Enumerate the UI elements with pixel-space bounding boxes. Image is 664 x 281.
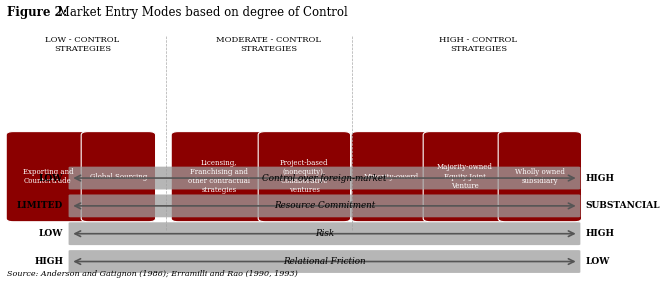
Text: Project-based
(nonequity),
Collaborative
ventures: Project-based (nonequity), Collaborative…: [280, 159, 329, 194]
FancyBboxPatch shape: [258, 132, 351, 222]
Text: HIGH - CONTROL
STRATEGIES: HIGH - CONTROL STRATEGIES: [440, 36, 517, 53]
Text: LOW: LOW: [39, 229, 63, 238]
Text: Market Entry Modes based on degree of Control: Market Entry Modes based on degree of Co…: [54, 6, 347, 19]
Text: Figure 2:: Figure 2:: [7, 6, 68, 19]
FancyBboxPatch shape: [68, 194, 580, 217]
FancyBboxPatch shape: [81, 132, 155, 222]
FancyBboxPatch shape: [6, 132, 90, 222]
FancyBboxPatch shape: [171, 132, 266, 222]
Text: LOW - CONTROL
STRATEGIES: LOW - CONTROL STRATEGIES: [45, 36, 120, 53]
Text: LOW: LOW: [586, 257, 610, 266]
FancyBboxPatch shape: [68, 250, 580, 273]
Text: Majority-owned
Equity Joint
Venture: Majority-owned Equity Joint Venture: [437, 164, 493, 190]
Text: HIGH: HIGH: [586, 174, 615, 183]
FancyBboxPatch shape: [498, 132, 582, 222]
Text: SUBSTANCIAL: SUBSTANCIAL: [586, 201, 661, 210]
Text: HIGH: HIGH: [586, 229, 615, 238]
Text: Control over foreign-market: Control over foreign-market: [262, 174, 386, 183]
Text: Risk: Risk: [315, 229, 334, 238]
Text: MODERATE - CONTROL
STRATEGIES: MODERATE - CONTROL STRATEGIES: [216, 36, 321, 53]
FancyBboxPatch shape: [68, 222, 580, 245]
Text: Licensing,
Franchising and
other contractual
strategies: Licensing, Franchising and other contrac…: [188, 159, 250, 194]
Text: LIMITED: LIMITED: [17, 201, 63, 210]
Text: LOW: LOW: [39, 174, 63, 183]
Text: Global Sourcing: Global Sourcing: [90, 173, 147, 181]
FancyBboxPatch shape: [351, 132, 432, 222]
FancyBboxPatch shape: [68, 167, 580, 189]
Text: Resource Commitment: Resource Commitment: [274, 201, 375, 210]
Text: Minority-owerd: Minority-owerd: [364, 173, 419, 181]
Text: Source: Anderson and Gatignon (1986); Erramilli and Rao (1990, 1993): Source: Anderson and Gatignon (1986); Er…: [7, 270, 298, 278]
Text: Wholly owned
subsidiary: Wholly owned subsidiary: [515, 168, 565, 185]
Text: HIGH: HIGH: [34, 257, 63, 266]
FancyBboxPatch shape: [423, 132, 507, 222]
Text: Exporting and
Countertrade: Exporting and Countertrade: [23, 168, 73, 185]
Text: Relational Friction: Relational Friction: [283, 257, 366, 266]
